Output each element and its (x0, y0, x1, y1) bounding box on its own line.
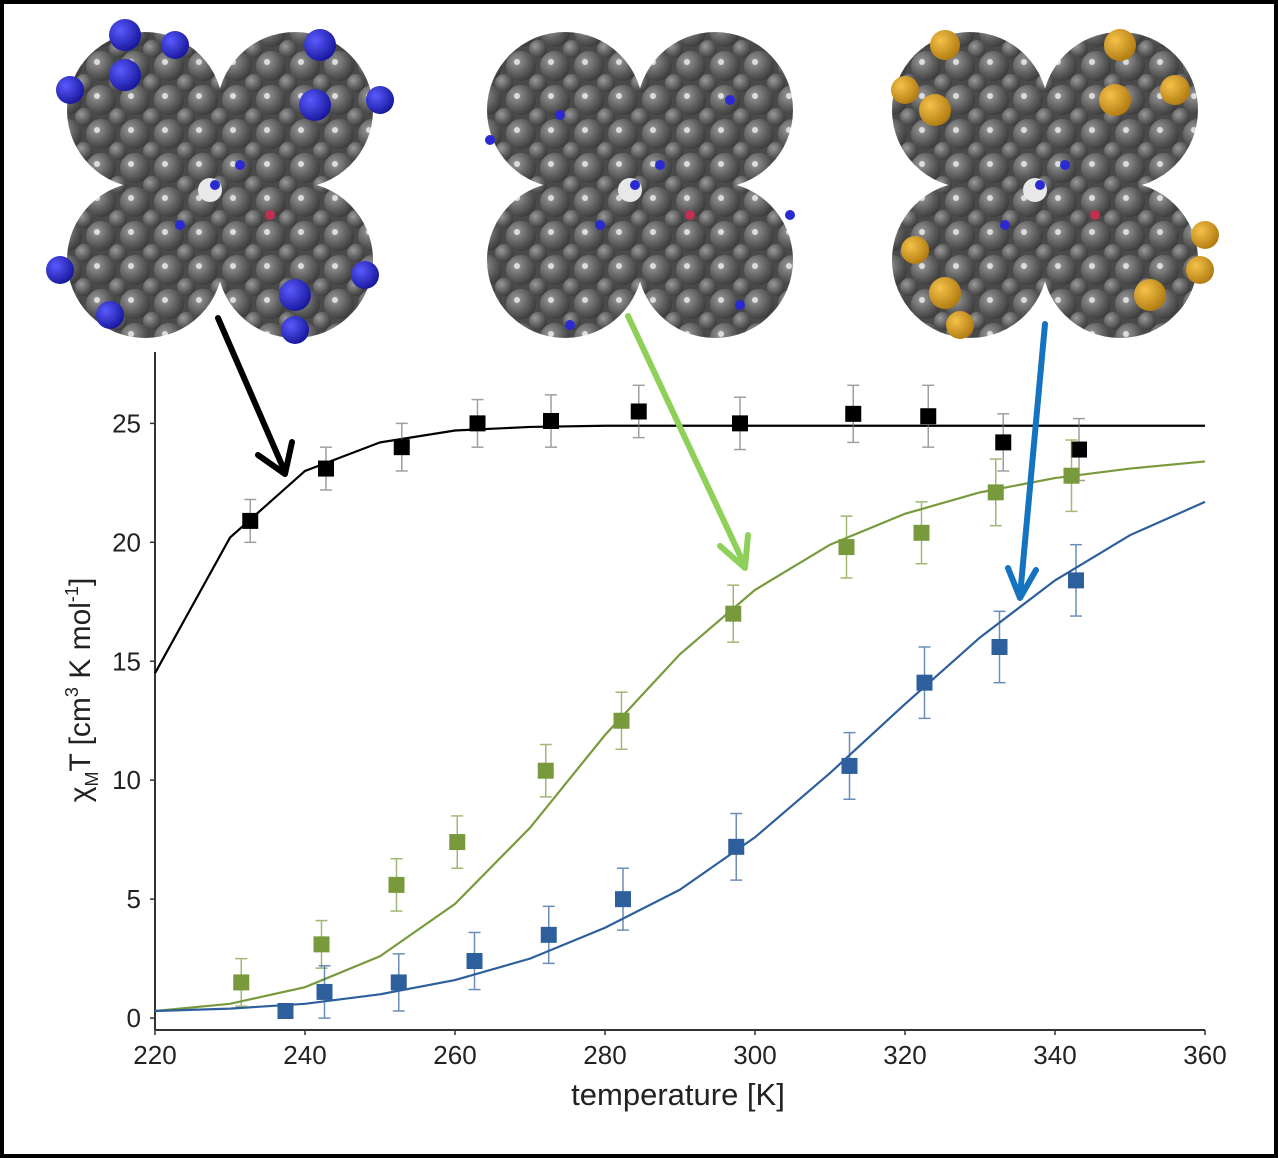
y-axis-title-part: 3 (62, 687, 82, 697)
molecule-images (46, 19, 1219, 344)
data-point (1071, 441, 1087, 458)
data-point (388, 876, 405, 893)
y-tick-label: 5 (127, 884, 141, 914)
data-point (841, 757, 858, 774)
data-point (1068, 572, 1084, 589)
x-tick-label: 340 (1033, 1040, 1076, 1070)
data-point (316, 983, 333, 1000)
y-axis-title-part: K mol (64, 602, 97, 687)
x-tick-label: 320 (883, 1040, 926, 1070)
data-point (987, 484, 1004, 501)
data-point (466, 953, 483, 970)
data-point (449, 834, 466, 851)
data-point (1063, 467, 1080, 484)
data-point (613, 712, 630, 729)
plot-area: 0 5 10 15 20 25 220 240 260 280 300 320 340 360 (112, 352, 1227, 1070)
x-tick-label: 240 (283, 1040, 326, 1070)
y-axis-title-part: -1 (62, 586, 82, 602)
y-axis-title-part: M (82, 772, 102, 787)
data-point (393, 439, 410, 456)
data-point (390, 974, 407, 991)
data-point (313, 936, 330, 953)
y-axis-title-part: χ (64, 786, 97, 802)
x-tick-label: 300 (733, 1040, 776, 1070)
data-point (233, 974, 250, 991)
x-axis-title: temperature [K] (571, 1077, 785, 1112)
data-point (537, 762, 554, 779)
y-tick-label: 25 (112, 408, 141, 438)
data-point (991, 638, 1008, 655)
data-point (277, 1002, 294, 1019)
x-tick-label: 360 (1183, 1040, 1226, 1070)
data-point (469, 415, 486, 432)
data-point (732, 415, 748, 432)
data-point (543, 412, 559, 429)
fit-line (154, 500, 1206, 1013)
arrows (215, 313, 1048, 601)
data-point (615, 891, 631, 908)
y-tick-label: 10 (112, 765, 141, 795)
x-tick-label: 280 (583, 1040, 626, 1070)
y-axis-title-part: ] (64, 578, 97, 586)
data-point (916, 674, 933, 691)
data-point (630, 403, 647, 420)
data-point (242, 512, 259, 529)
data-point (913, 524, 930, 541)
x-tick-label: 260 (433, 1040, 476, 1070)
data-point (838, 539, 855, 556)
y-axis-title: χMT [cm3 K mol-1] (62, 578, 102, 803)
x-tick-label: 220 (133, 1040, 176, 1070)
y-tick-label: 15 (112, 646, 141, 676)
data-point (995, 434, 1012, 451)
y-axis-title-part: T [cm (64, 697, 97, 771)
data-point (725, 605, 742, 622)
data-point (845, 405, 862, 422)
y-tick-label: 20 (112, 527, 141, 557)
data-point (540, 926, 557, 943)
data-point (318, 460, 334, 477)
y-tick-label: 0 (127, 1003, 141, 1033)
data-point (920, 408, 937, 425)
data-point (728, 838, 745, 855)
